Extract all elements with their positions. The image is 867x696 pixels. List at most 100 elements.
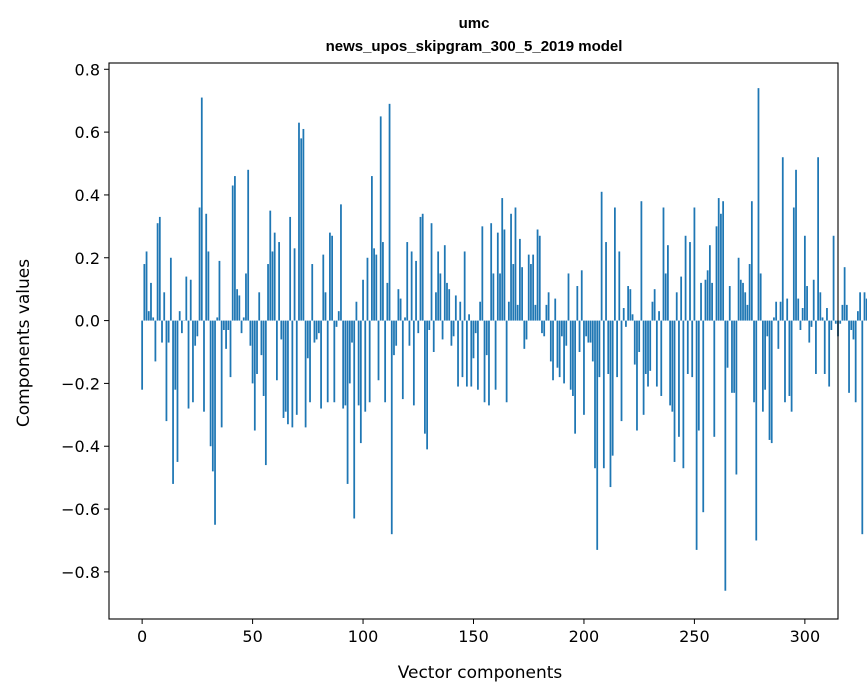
bar-161 (496, 232, 499, 321)
bar-75 (306, 320, 309, 359)
bar-10 (163, 292, 166, 321)
bar-43 (236, 289, 239, 321)
bar-90 (340, 204, 342, 321)
bar-182 (543, 320, 546, 337)
bar-264 (724, 320, 727, 591)
y-tick-label: 0.6 (75, 123, 100, 142)
chart-title-line-2: news_upos_skipgram_300_5_2019 model (326, 38, 623, 55)
bar-250 (693, 207, 696, 321)
bar-181 (541, 320, 543, 334)
bar-283 (766, 320, 769, 337)
bar-241 (673, 320, 676, 462)
bar-232 (653, 289, 656, 321)
bar-266 (728, 286, 731, 321)
bar-95 (351, 320, 353, 343)
bar-108 (379, 116, 382, 321)
bar-122 (410, 251, 413, 321)
bar-251 (695, 320, 698, 550)
bar-287 (775, 301, 778, 321)
bar-299 (801, 308, 804, 321)
bar-98 (357, 320, 360, 406)
bar-64 (282, 320, 285, 418)
bar-62 (278, 242, 280, 321)
bar-184 (547, 292, 550, 321)
bar-154 (481, 226, 484, 321)
bar-39 (227, 320, 230, 330)
bar-162 (499, 273, 501, 321)
bar-149 (470, 320, 473, 387)
bar-156 (485, 320, 488, 356)
bar-304 (812, 279, 815, 321)
bar-4 (150, 282, 152, 321)
bar-280 (759, 273, 762, 321)
bar-34 (216, 317, 219, 321)
bar-92 (344, 320, 347, 406)
bar-146 (463, 251, 466, 321)
bar-201 (585, 320, 588, 337)
bar-31 (209, 320, 212, 447)
bar-21 (187, 320, 190, 409)
bar-5 (152, 317, 155, 321)
bar-187 (554, 298, 557, 321)
bar-101 (364, 320, 367, 412)
bar-247 (686, 320, 689, 374)
bar-134 (437, 251, 440, 321)
bar-50 (251, 320, 254, 384)
bar-172 (521, 267, 523, 321)
bar-125 (417, 320, 420, 334)
bar-191 (563, 320, 565, 384)
y-tick-label: −0.4 (61, 437, 100, 456)
bar-94 (348, 320, 351, 384)
bar-175 (527, 254, 530, 321)
bar-59 (271, 251, 274, 321)
bar-205 (594, 320, 596, 469)
bar-110 (384, 320, 387, 403)
bar-42 (234, 176, 236, 321)
bar-231 (651, 301, 654, 321)
bar-116 (397, 289, 400, 321)
bar-294 (790, 320, 793, 412)
bar-11 (165, 320, 168, 422)
bar-85 (329, 232, 331, 321)
bar-242 (675, 292, 678, 321)
bar-234 (658, 311, 660, 321)
bar-51 (253, 320, 256, 431)
bar-308 (821, 317, 824, 321)
bar-139 (448, 289, 451, 321)
bar-196 (574, 320, 576, 434)
bar-112 (388, 103, 391, 321)
bar-282 (764, 320, 766, 390)
bar-163 (501, 198, 504, 321)
y-tick-label: 0.8 (75, 60, 100, 79)
bar-88 (335, 320, 338, 327)
bar-284 (768, 320, 771, 440)
bar-322 (852, 320, 855, 340)
bar-8 (158, 216, 161, 321)
bar-117 (399, 298, 402, 321)
bar-168 (512, 264, 515, 321)
bar-244 (680, 276, 683, 321)
bar-320 (848, 320, 850, 393)
bar-267 (731, 320, 733, 393)
bar-74 (304, 320, 307, 428)
bar-253 (700, 282, 702, 321)
bar-265 (726, 320, 729, 368)
bar-150 (472, 320, 475, 359)
bar-193 (567, 273, 570, 321)
bar-142 (454, 295, 457, 321)
bar-151 (474, 320, 477, 334)
bar-324 (857, 311, 859, 321)
bar-278 (755, 320, 758, 541)
bar-119 (404, 317, 406, 321)
bar-47 (245, 273, 247, 321)
bar-63 (280, 320, 283, 340)
bar-67 (289, 216, 292, 321)
y-tick-label: 0.0 (75, 312, 100, 331)
bar-72 (300, 138, 303, 321)
bar-270 (737, 257, 740, 321)
bar-141 (452, 320, 455, 337)
bar-220 (627, 286, 630, 321)
bar-71 (298, 122, 300, 321)
bar-80 (317, 320, 320, 334)
